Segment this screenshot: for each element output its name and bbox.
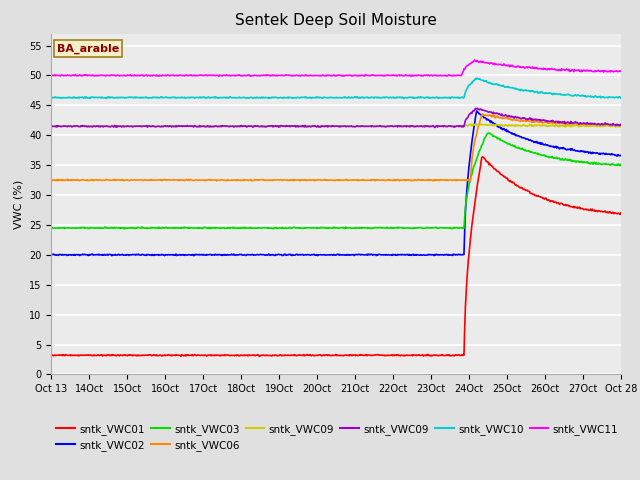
Text: BA_arable: BA_arable xyxy=(57,43,119,54)
Legend: sntk_VWC01, sntk_VWC02, sntk_VWC03, sntk_VWC06, sntk_VWC09, sntk_VWC09, sntk_VWC: sntk_VWC01, sntk_VWC02, sntk_VWC03, sntk… xyxy=(56,424,618,451)
Title: Sentek Deep Soil Moisture: Sentek Deep Soil Moisture xyxy=(235,13,437,28)
Y-axis label: VWC (%): VWC (%) xyxy=(13,180,24,228)
